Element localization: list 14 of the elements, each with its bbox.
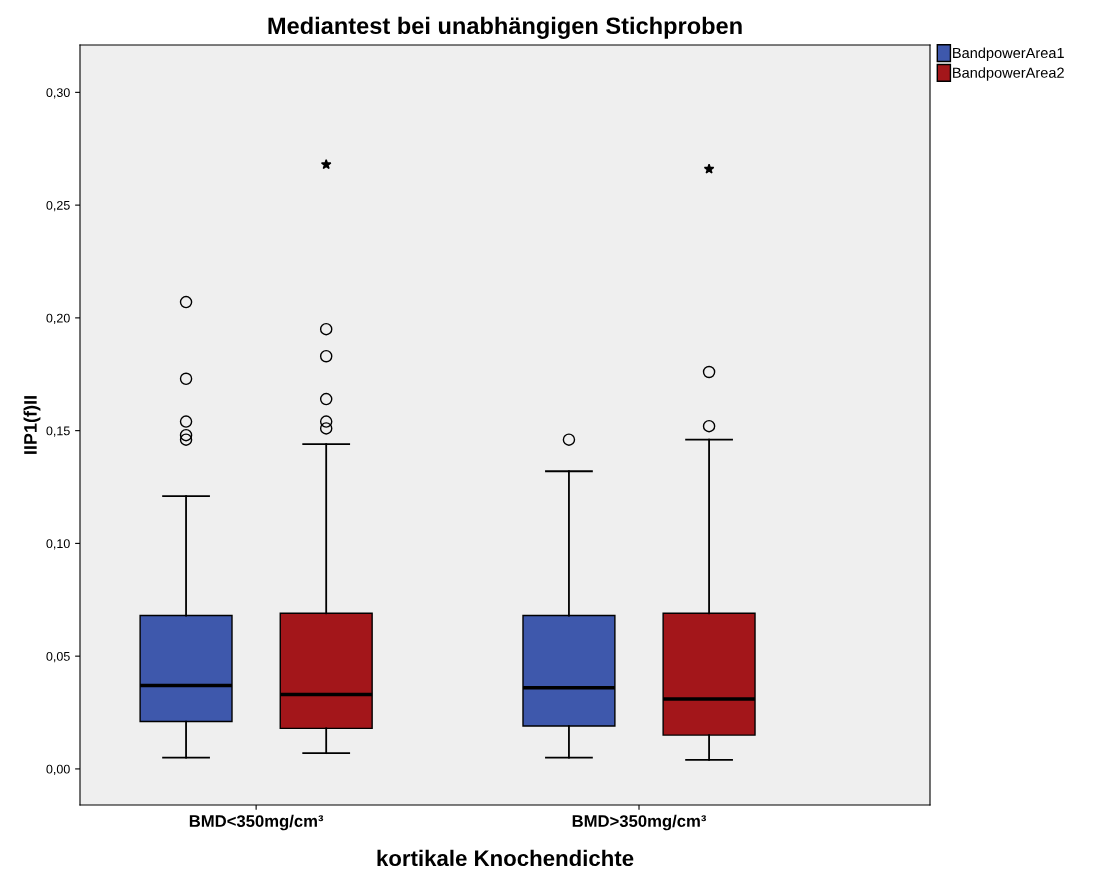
- legend-label: BandpowerArea2: [953, 67, 1064, 81]
- y-tick-label: 0,10: [46, 539, 70, 550]
- y-tick-label: 0,05: [46, 651, 70, 663]
- y-axis-title: IIP1(f)II: [23, 396, 41, 454]
- y-tick-label: 0,00: [46, 764, 70, 776]
- x-tick-label: BMD>350mg/cm³: [572, 814, 707, 831]
- y-tick-label: 0,20: [46, 313, 70, 325]
- chart-title: Mediantest bei unabhängigen Stichproben: [268, 16, 742, 39]
- y-tick-label: 0,15: [46, 426, 70, 437]
- x-tick-label: BMD<350mg/cm³: [189, 814, 324, 831]
- y-tick-label: 0,25: [46, 200, 70, 212]
- x-axis-title: kortikale Knochendichte: [377, 849, 634, 867]
- y-tick-label: 0,30: [46, 88, 70, 99]
- legend-label: BandpowerArea1: [953, 47, 1064, 61]
